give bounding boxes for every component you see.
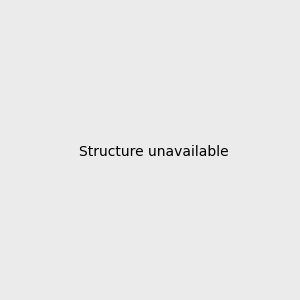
Text: Structure unavailable: Structure unavailable [79,145,229,158]
